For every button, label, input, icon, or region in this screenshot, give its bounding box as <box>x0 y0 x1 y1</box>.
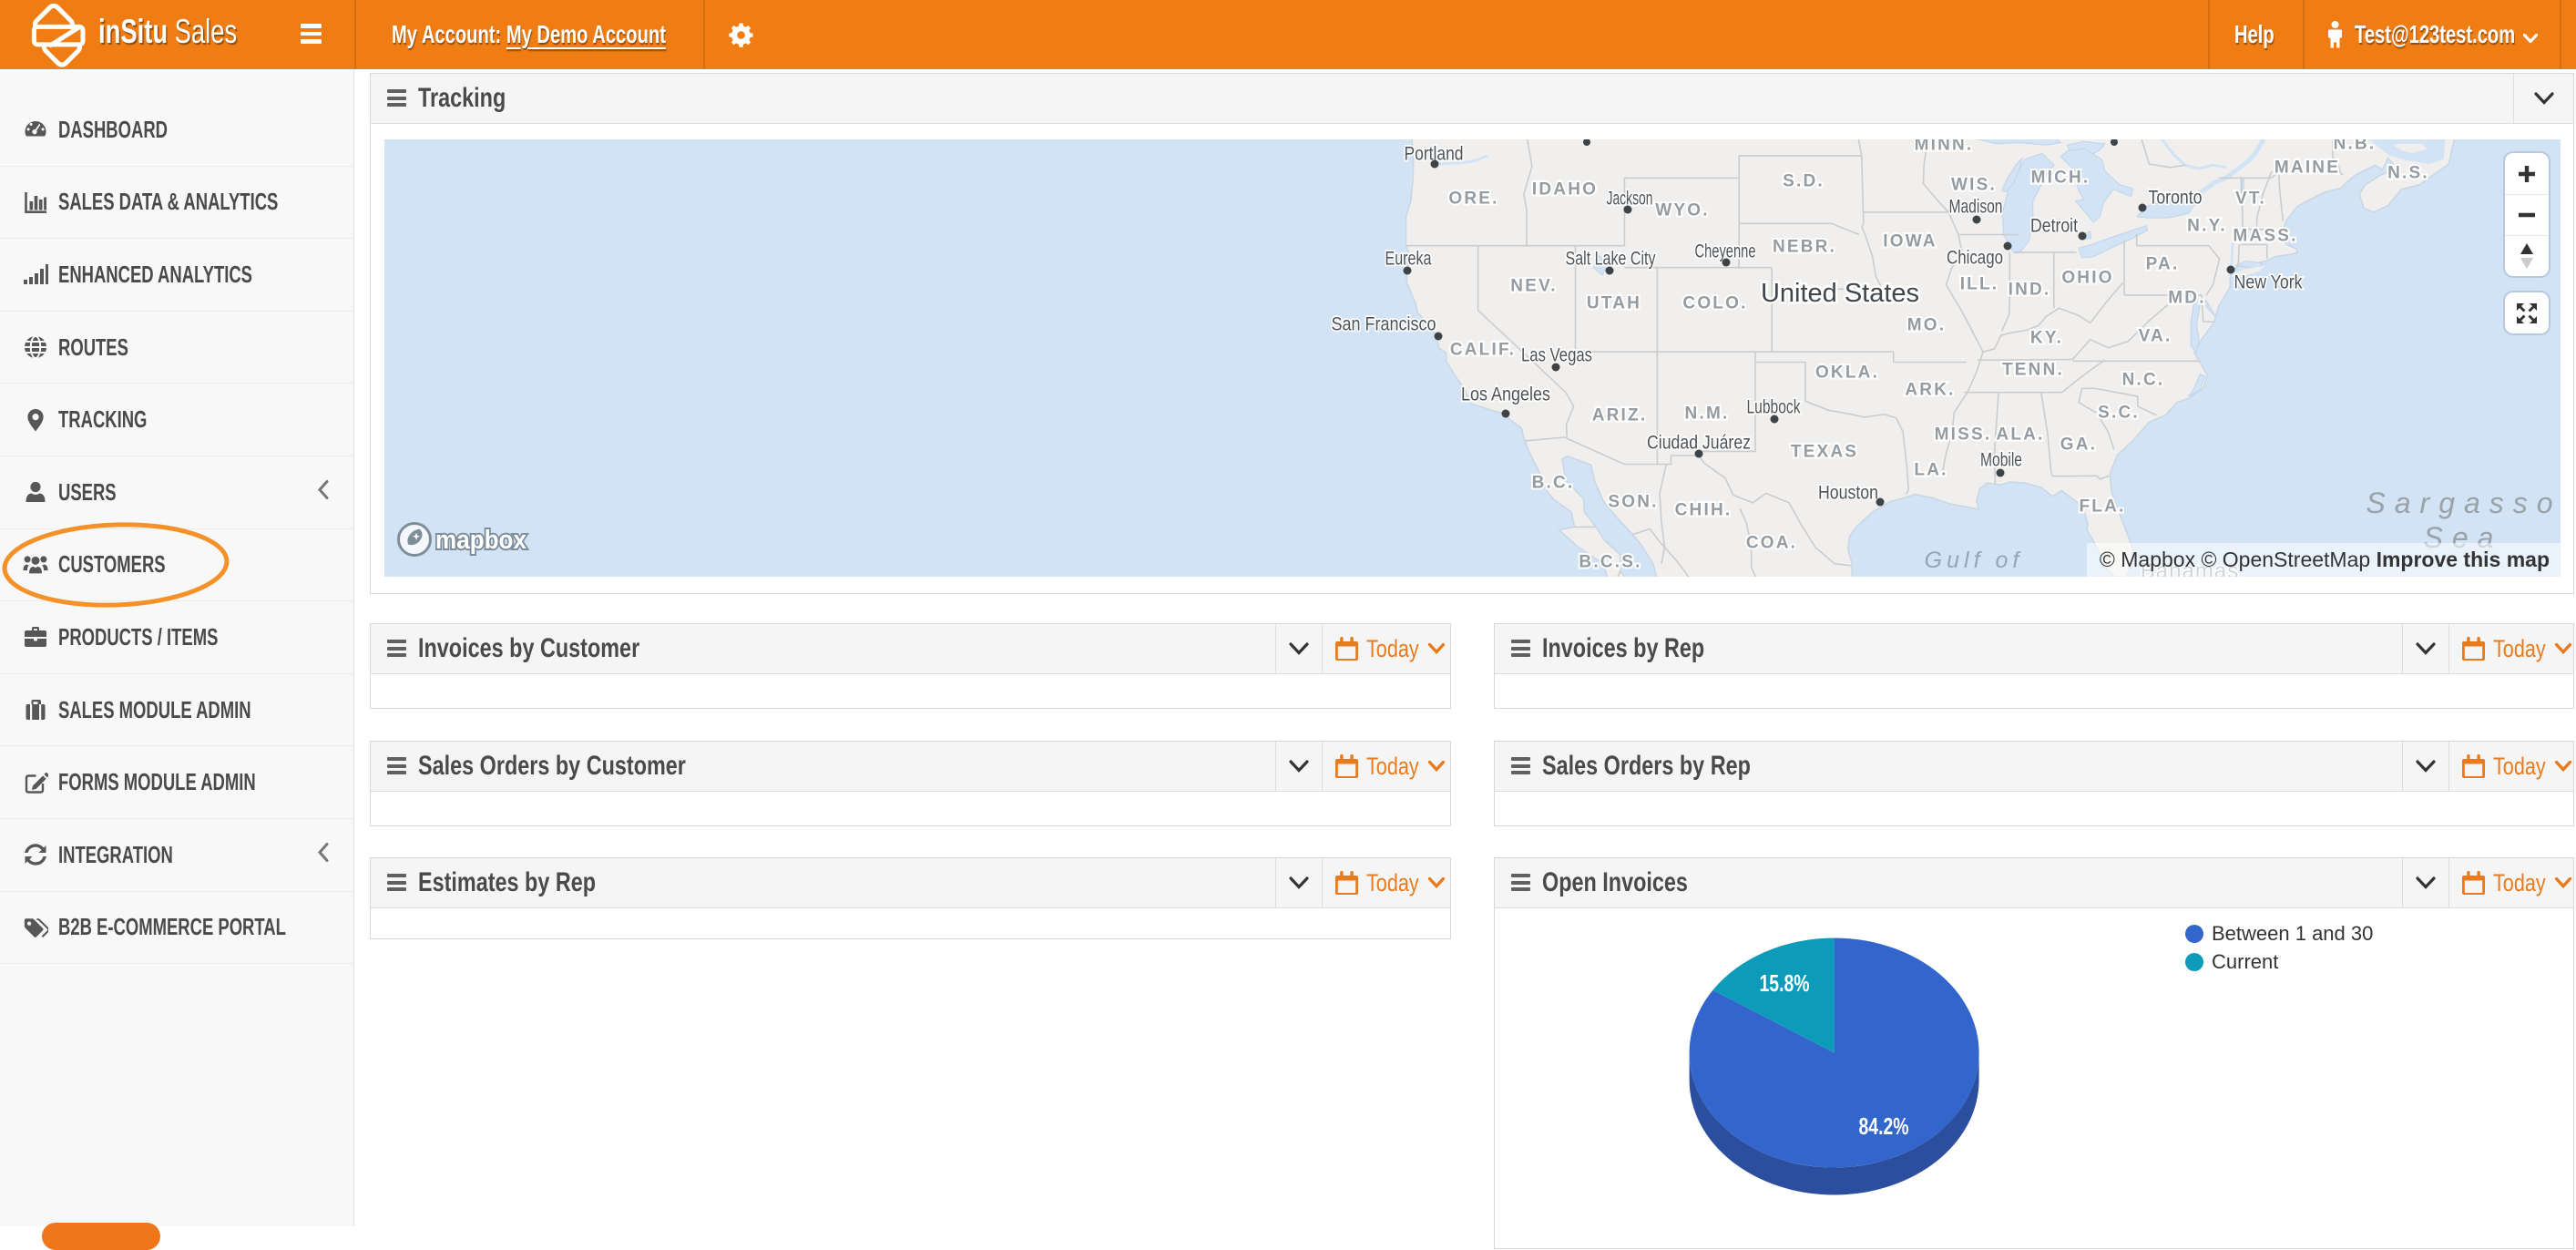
svg-text:VT.: VT. <box>2235 190 2266 209</box>
svg-text:MAINE: MAINE <box>2274 159 2340 178</box>
svg-text:N.B.: N.B. <box>2334 139 2377 154</box>
svg-text:B.C.S.: B.C.S. <box>1579 553 1641 572</box>
svg-text:New York: New York <box>2234 272 2303 293</box>
svg-text:IOWA: IOWA <box>1883 232 1937 251</box>
svg-text:N.C.: N.C. <box>2122 371 2165 390</box>
svg-text:United States: United States <box>1761 279 1919 308</box>
svg-text:ORE.: ORE. <box>1448 190 1498 209</box>
svg-text:VA.: VA. <box>2139 327 2172 346</box>
svg-text:WIS.: WIS. <box>1951 176 1997 195</box>
svg-text:UTAH: UTAH <box>1587 294 1641 313</box>
svg-text:KY.: KY. <box>2030 329 2063 348</box>
svg-text:Chicago: Chicago <box>1947 248 2003 269</box>
svg-text:IND.: IND. <box>2009 281 2051 300</box>
svg-text:Sargasso: Sargasso <box>2366 487 2561 519</box>
svg-text:N.S.: N.S. <box>2387 164 2429 183</box>
svg-text:MISS.: MISS. <box>1935 425 1992 445</box>
svg-text:OHIO: OHIO <box>2061 269 2113 288</box>
svg-text:SON.: SON. <box>1608 493 1658 512</box>
svg-text:GA.: GA. <box>2060 435 2097 455</box>
svg-text:WYO.: WYO. <box>1655 201 1709 220</box>
svg-text:MD.: MD. <box>2168 289 2205 308</box>
svg-text:S.D.: S.D. <box>1783 172 1825 191</box>
svg-text:S.C.: S.C. <box>2098 404 2140 423</box>
svg-text:N.M.: N.M. <box>1685 405 1730 424</box>
svg-text:IDAHO: IDAHO <box>1532 180 1598 200</box>
svg-text:Lubbock: Lubbock <box>1747 397 1801 418</box>
svg-text:TEXAS: TEXAS <box>1791 443 1858 462</box>
svg-text:CHIH.: CHIH. <box>1675 501 1733 520</box>
svg-text:Gulf of: Gulf of <box>1925 548 2024 573</box>
svg-text:N.Y.: N.Y. <box>2187 217 2227 236</box>
svg-text:MICH.: MICH. <box>2031 169 2090 188</box>
svg-text:COA.: COA. <box>1746 534 1797 553</box>
svg-text:ILL.: ILL. <box>1960 275 1999 294</box>
svg-text:PA.: PA. <box>2146 255 2180 274</box>
svg-text:FLA.: FLA. <box>2079 497 2125 517</box>
svg-text:San Francisco: San Francisco <box>1332 314 1436 335</box>
svg-text:CALIF.: CALIF. <box>1450 341 1516 360</box>
svg-text:Eureka: Eureka <box>1385 249 1432 270</box>
svg-text:Los Angeles: Los Angeles <box>1461 384 1550 405</box>
svg-text:Toronto: Toronto <box>2149 188 2203 209</box>
svg-text:Salt Lake City: Salt Lake City <box>1566 249 1656 270</box>
svg-text:TENN.: TENN. <box>2002 361 2064 380</box>
svg-text:Mobile: Mobile <box>1980 450 2022 471</box>
svg-text:LA.: LA. <box>1914 461 1947 480</box>
svg-text:MINN.: MINN. <box>1915 139 1974 155</box>
svg-text:ALA.: ALA. <box>1996 425 2044 445</box>
svg-text:ARK.: ARK. <box>1905 381 1955 400</box>
svg-text:Cheyenne: Cheyenne <box>1695 241 1756 262</box>
svg-text:Madison: Madison <box>1949 197 2003 218</box>
svg-text:OKLA.: OKLA. <box>1815 364 1879 383</box>
svg-text:Houston: Houston <box>1818 483 1878 504</box>
svg-text:NEBR.: NEBR. <box>1773 238 1836 257</box>
svg-text:NEV.: NEV. <box>1510 277 1557 296</box>
svg-text:Las Vegas: Las Vegas <box>1521 345 1592 366</box>
svg-text:B.C.: B.C. <box>1532 474 1575 493</box>
svg-text:Detroit: Detroit <box>2030 216 2078 237</box>
svg-text:MO.: MO. <box>1907 316 1947 335</box>
svg-text:ARIZ.: ARIZ. <box>1592 406 1648 425</box>
svg-text:mapbox: mapbox <box>435 526 526 555</box>
svg-text:MASS.: MASS. <box>2233 227 2297 246</box>
svg-text:COLO.: COLO. <box>1682 294 1747 313</box>
